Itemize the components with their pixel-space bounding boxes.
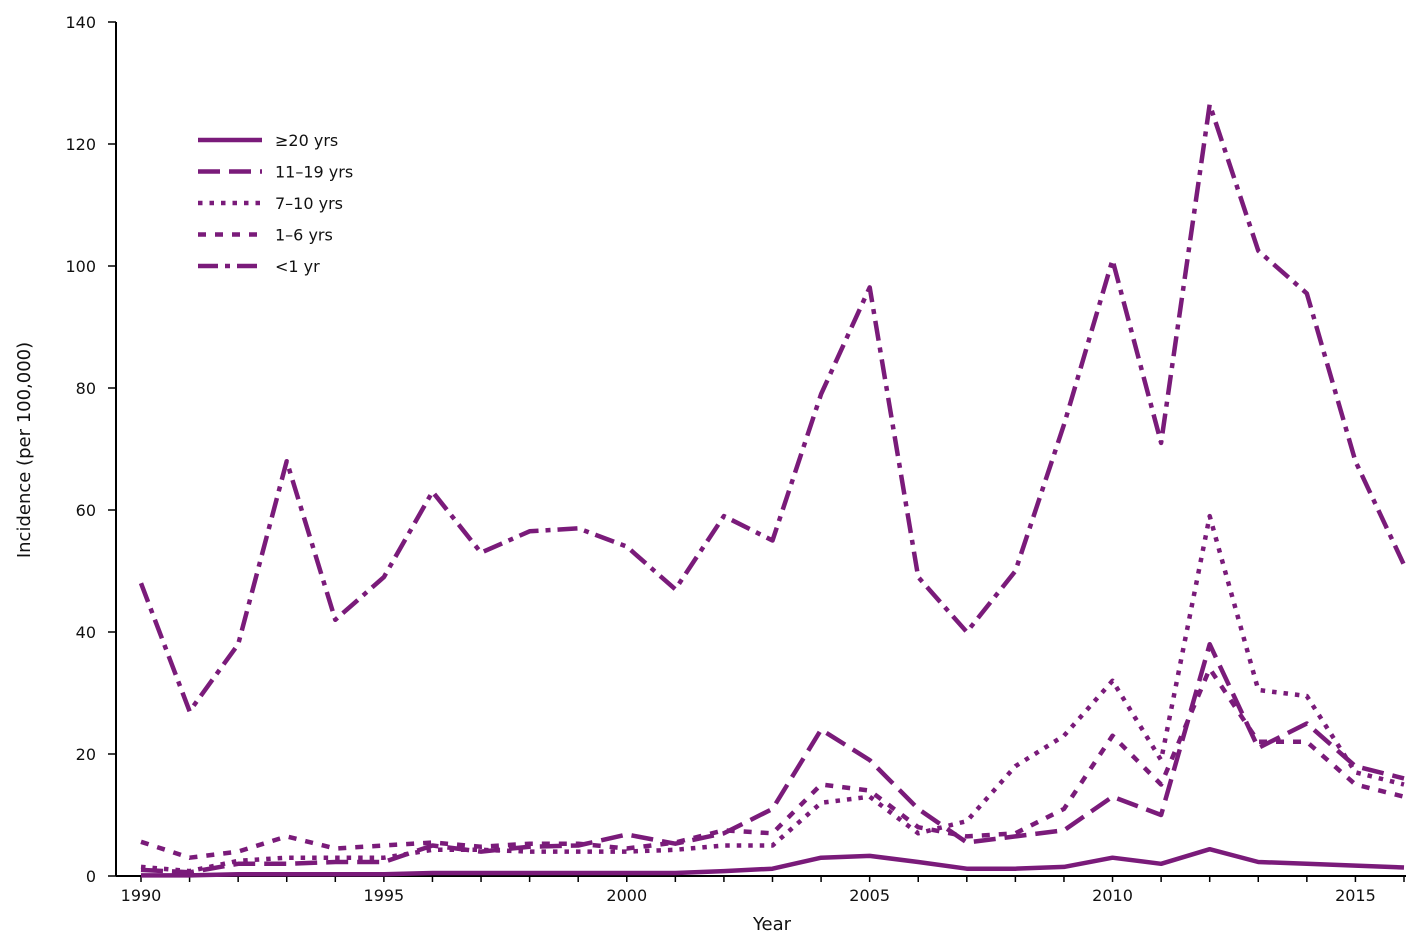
- y-tick-label: 0: [86, 867, 96, 886]
- series-line-1: [141, 846, 1405, 878]
- y-ticks: 0 20 40 60 80 100 120 140: [65, 13, 116, 886]
- x-tick-label: 1990: [121, 886, 162, 905]
- x-tick-label: 2010: [1092, 886, 1133, 905]
- legend-label-5: <1 yr: [275, 257, 320, 276]
- series-line-2: [140, 641, 1405, 875]
- x-ticks: 1990 1995 2000 2005 2010 2015: [121, 876, 1405, 905]
- x-tick-label: 2005: [849, 886, 890, 905]
- x-tick-label: 1995: [364, 886, 405, 905]
- y-tick-label: 80: [76, 379, 96, 398]
- series-line-3: [140, 513, 1405, 874]
- axes: [115, 22, 1406, 877]
- legend-label-1: ≥20 yrs: [275, 131, 338, 150]
- x-tick-label: 2000: [606, 886, 647, 905]
- y-tick-label: 20: [76, 745, 96, 764]
- series-line-4: [140, 666, 1405, 860]
- legend-label-3: 7–10 yrs: [275, 194, 343, 213]
- y-tick-label: 40: [76, 623, 96, 642]
- x-axis-title: Year: [752, 914, 792, 934]
- series-line-5: [138, 102, 1407, 714]
- series-lines: [138, 102, 1407, 878]
- legend: ≥20 yrs 11–19 yrs 7–10 yrs 1–6 yrs <1 yr: [198, 131, 353, 276]
- x-tick-label: 2015: [1335, 886, 1376, 905]
- y-tick-label: 140: [65, 13, 96, 32]
- y-tick-label: 120: [65, 135, 96, 154]
- legend-label-4: 1–6 yrs: [275, 226, 333, 245]
- y-axis-title: Incidence (per 100,000): [14, 342, 35, 558]
- legend-label-2: 11–19 yrs: [275, 163, 353, 182]
- y-tick-label: 60: [76, 501, 96, 520]
- y-tick-label: 100: [65, 257, 96, 276]
